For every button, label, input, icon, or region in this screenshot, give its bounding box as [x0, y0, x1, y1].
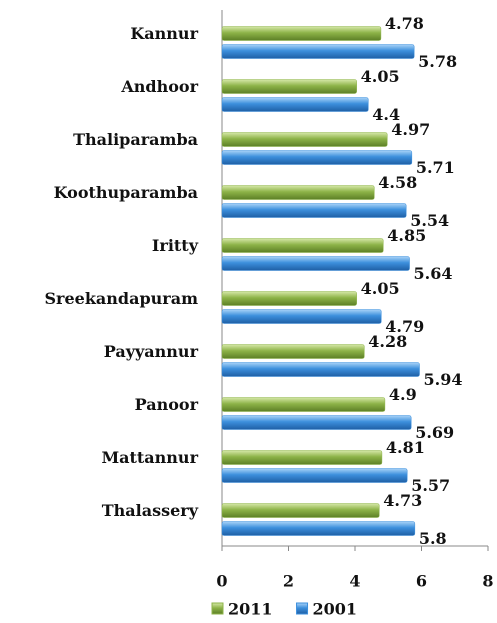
bar [221, 150, 413, 165]
y-tick-label: Andhoor [120, 77, 198, 96]
legend-marker [296, 602, 309, 615]
bar [221, 309, 382, 324]
legend-label: 2011 [228, 600, 273, 619]
legend-label: 2001 [313, 600, 358, 619]
x-tick-label: 4 [349, 572, 360, 591]
bar [221, 415, 412, 430]
bar [221, 132, 388, 147]
bar [221, 97, 369, 112]
bar [221, 397, 386, 412]
bar [221, 79, 357, 94]
bar [221, 256, 410, 271]
y-tick-label: Payyannur [104, 342, 199, 361]
bar [221, 203, 407, 218]
bar [221, 185, 375, 200]
bar [221, 44, 415, 59]
value-label: 5.78 [418, 52, 457, 71]
value-label: 5.8 [419, 529, 447, 548]
y-tick-label: Sreekandapuram [44, 289, 198, 308]
x-tick-label: 8 [482, 572, 493, 591]
bar [221, 26, 382, 41]
y-tick-label: Panoor [135, 395, 199, 414]
y-tick-label: Thaliparamba [73, 130, 198, 149]
value-label: 4.79 [385, 317, 424, 336]
bar [221, 503, 380, 518]
value-label: 5.64 [414, 264, 453, 283]
y-tick-label: Mattannur [101, 448, 198, 467]
bar [221, 450, 383, 465]
bar [221, 291, 357, 306]
value-label: 4.05 [361, 67, 400, 86]
value-label: 4.58 [378, 173, 417, 192]
x-tick-label: 6 [416, 572, 427, 591]
bar [221, 521, 416, 536]
bar [221, 468, 408, 483]
bar [221, 362, 420, 377]
value-label: 4.78 [385, 14, 424, 33]
value-label: 5.94 [424, 370, 463, 389]
y-tick-label: Iritty [152, 236, 199, 255]
value-label: 5.69 [415, 423, 454, 442]
value-label: 4.81 [386, 438, 425, 457]
y-tick-label: Thalassery [102, 501, 199, 520]
bar [221, 344, 365, 359]
value-label: 4.9 [389, 385, 417, 404]
value-label: 5.71 [416, 158, 455, 177]
value-label: 4.28 [368, 332, 407, 351]
value-label: 4.4 [372, 105, 400, 124]
x-tick-label: 0 [216, 572, 227, 591]
value-label: 4.97 [391, 120, 430, 139]
value-label: 4.73 [383, 491, 422, 510]
y-tick-label: Kannur [130, 24, 198, 43]
bar [221, 238, 384, 253]
value-label: 5.57 [411, 476, 450, 495]
x-tick-label: 2 [283, 572, 294, 591]
legend-marker [211, 602, 224, 615]
value-label: 4.85 [387, 226, 426, 245]
value-label: 5.54 [410, 211, 449, 230]
value-label: 4.05 [361, 279, 400, 298]
y-tick-label: Koothuparamba [54, 183, 198, 202]
